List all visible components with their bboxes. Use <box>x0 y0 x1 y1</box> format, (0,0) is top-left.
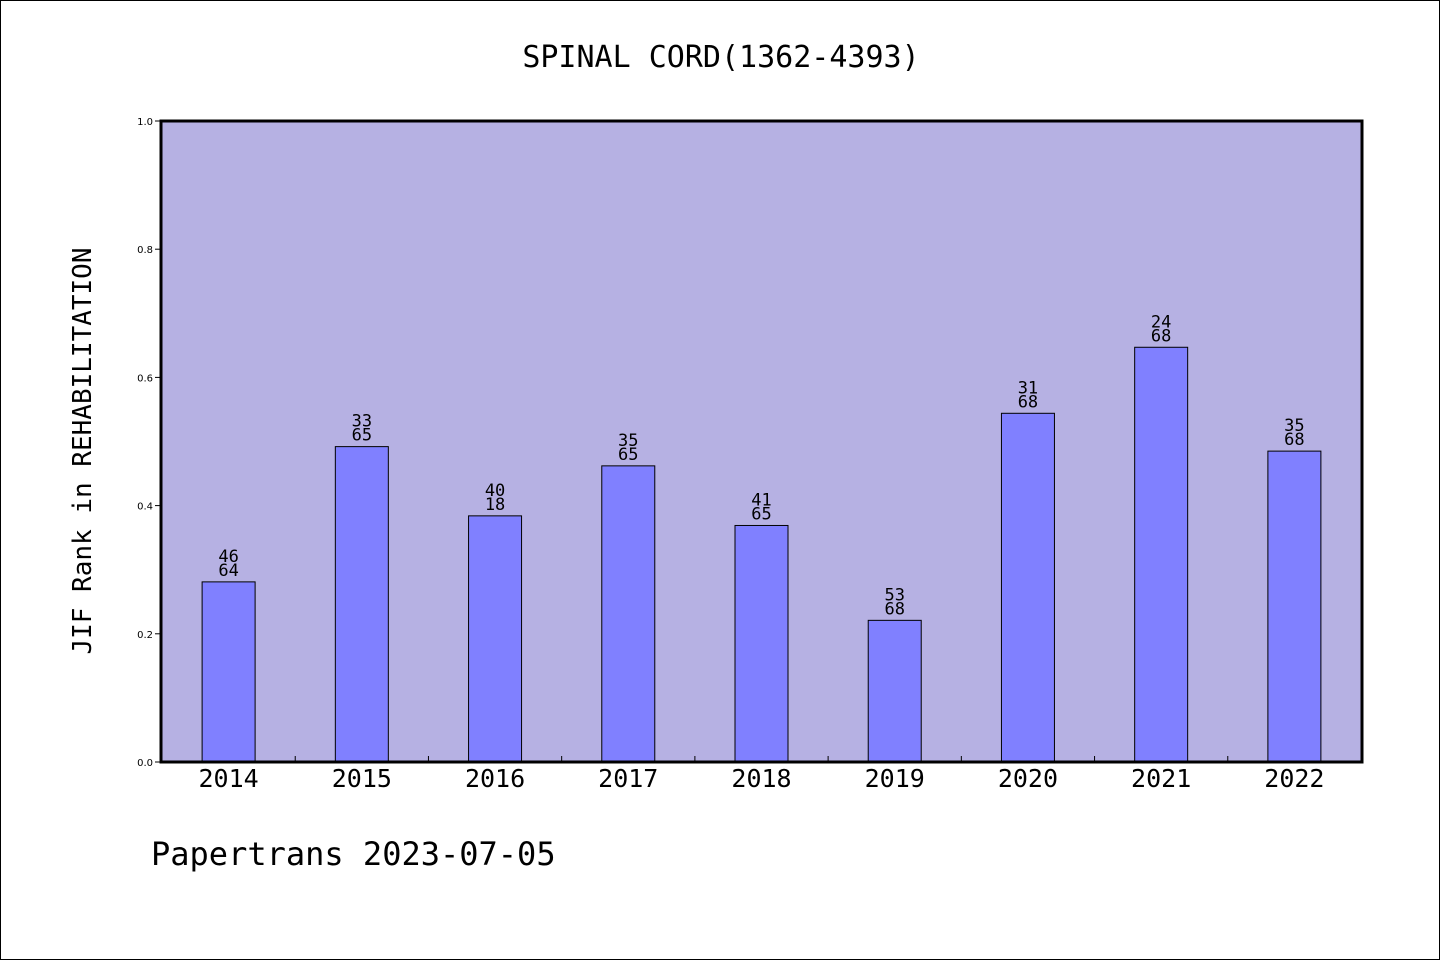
x-tick-label-2017: 2017 <box>598 764 658 793</box>
x-tick-label-2020: 2020 <box>998 764 1058 793</box>
y-tick-label-1: 0.2 <box>137 630 153 641</box>
y-tick-label-4: 0.8 <box>137 245 153 256</box>
footer-credit: Papertrans 2023-07-05 <box>151 835 556 873</box>
x-tick-label-2022: 2022 <box>1264 764 1324 793</box>
bar-label-rank-2016: 40 <box>485 481 505 501</box>
bar-2020 <box>1000 412 1055 763</box>
y-tick-label-3: 0.6 <box>137 373 153 384</box>
bar-2022 <box>1267 450 1322 763</box>
bar-2016 <box>468 515 523 763</box>
bar-label-rank-2018: 41 <box>751 490 771 510</box>
chart-title: SPINAL CORD(1362-4393) <box>522 40 919 75</box>
plot-border <box>159 119 1364 764</box>
bar-2018 <box>734 524 789 763</box>
bar-2014 <box>201 581 256 763</box>
bar-label-total-2018: 65 <box>751 504 771 524</box>
x-tick-label-2016: 2016 <box>465 764 525 793</box>
y-tick-label-2: 0.4 <box>137 502 153 513</box>
x-tick-label-2014: 2014 <box>199 764 259 793</box>
bar-label-total-2019: 68 <box>884 599 904 619</box>
bar-label-total-2016: 18 <box>485 495 505 515</box>
bar-label-rank-2017: 35 <box>618 431 638 451</box>
bar-label-total-2015: 65 <box>352 426 372 446</box>
bar-2019 <box>867 619 922 763</box>
bar-label-total-2020: 68 <box>1018 392 1038 412</box>
bar-label-rank-2022: 35 <box>1284 416 1304 436</box>
x-tick-label-2021: 2021 <box>1131 764 1191 793</box>
x-tick-label-2019: 2019 <box>865 764 925 793</box>
bar-label-rank-2020: 31 <box>1018 378 1038 398</box>
y-ticks-layer: 0.0 0.2 0.4 0.6 0.8 1.0 <box>137 117 161 769</box>
bar-label-total-2014: 64 <box>218 561 238 581</box>
bar-label-total-2022: 68 <box>1284 430 1304 450</box>
x-tick-label-2018: 2018 <box>731 764 791 793</box>
bar-label-rank-2014: 46 <box>218 547 238 567</box>
bar-2021 <box>1134 346 1189 763</box>
bar-label-total-2017: 65 <box>618 445 638 465</box>
bar-2017 <box>601 465 656 763</box>
bar-label-total-2021: 68 <box>1151 326 1171 346</box>
bars-layer <box>201 346 1322 763</box>
bar-label-rank-2021: 24 <box>1151 312 1171 332</box>
x-tick-label-2015: 2015 <box>332 764 392 793</box>
bar-label-rank-2015: 33 <box>352 412 372 432</box>
y-axis-label: JIF Rank in REHABILITATION <box>68 248 98 655</box>
x-ticks-layer: 2014 2015 2016 2017 2018 2019 2020 2021 2022 <box>199 756 1324 793</box>
bar-2015 <box>334 446 389 763</box>
y-tick-label-0: 0.0 <box>137 758 153 769</box>
y-tick-label-5: 1.0 <box>137 117 153 128</box>
bar-label-rank-2019: 53 <box>884 585 904 605</box>
